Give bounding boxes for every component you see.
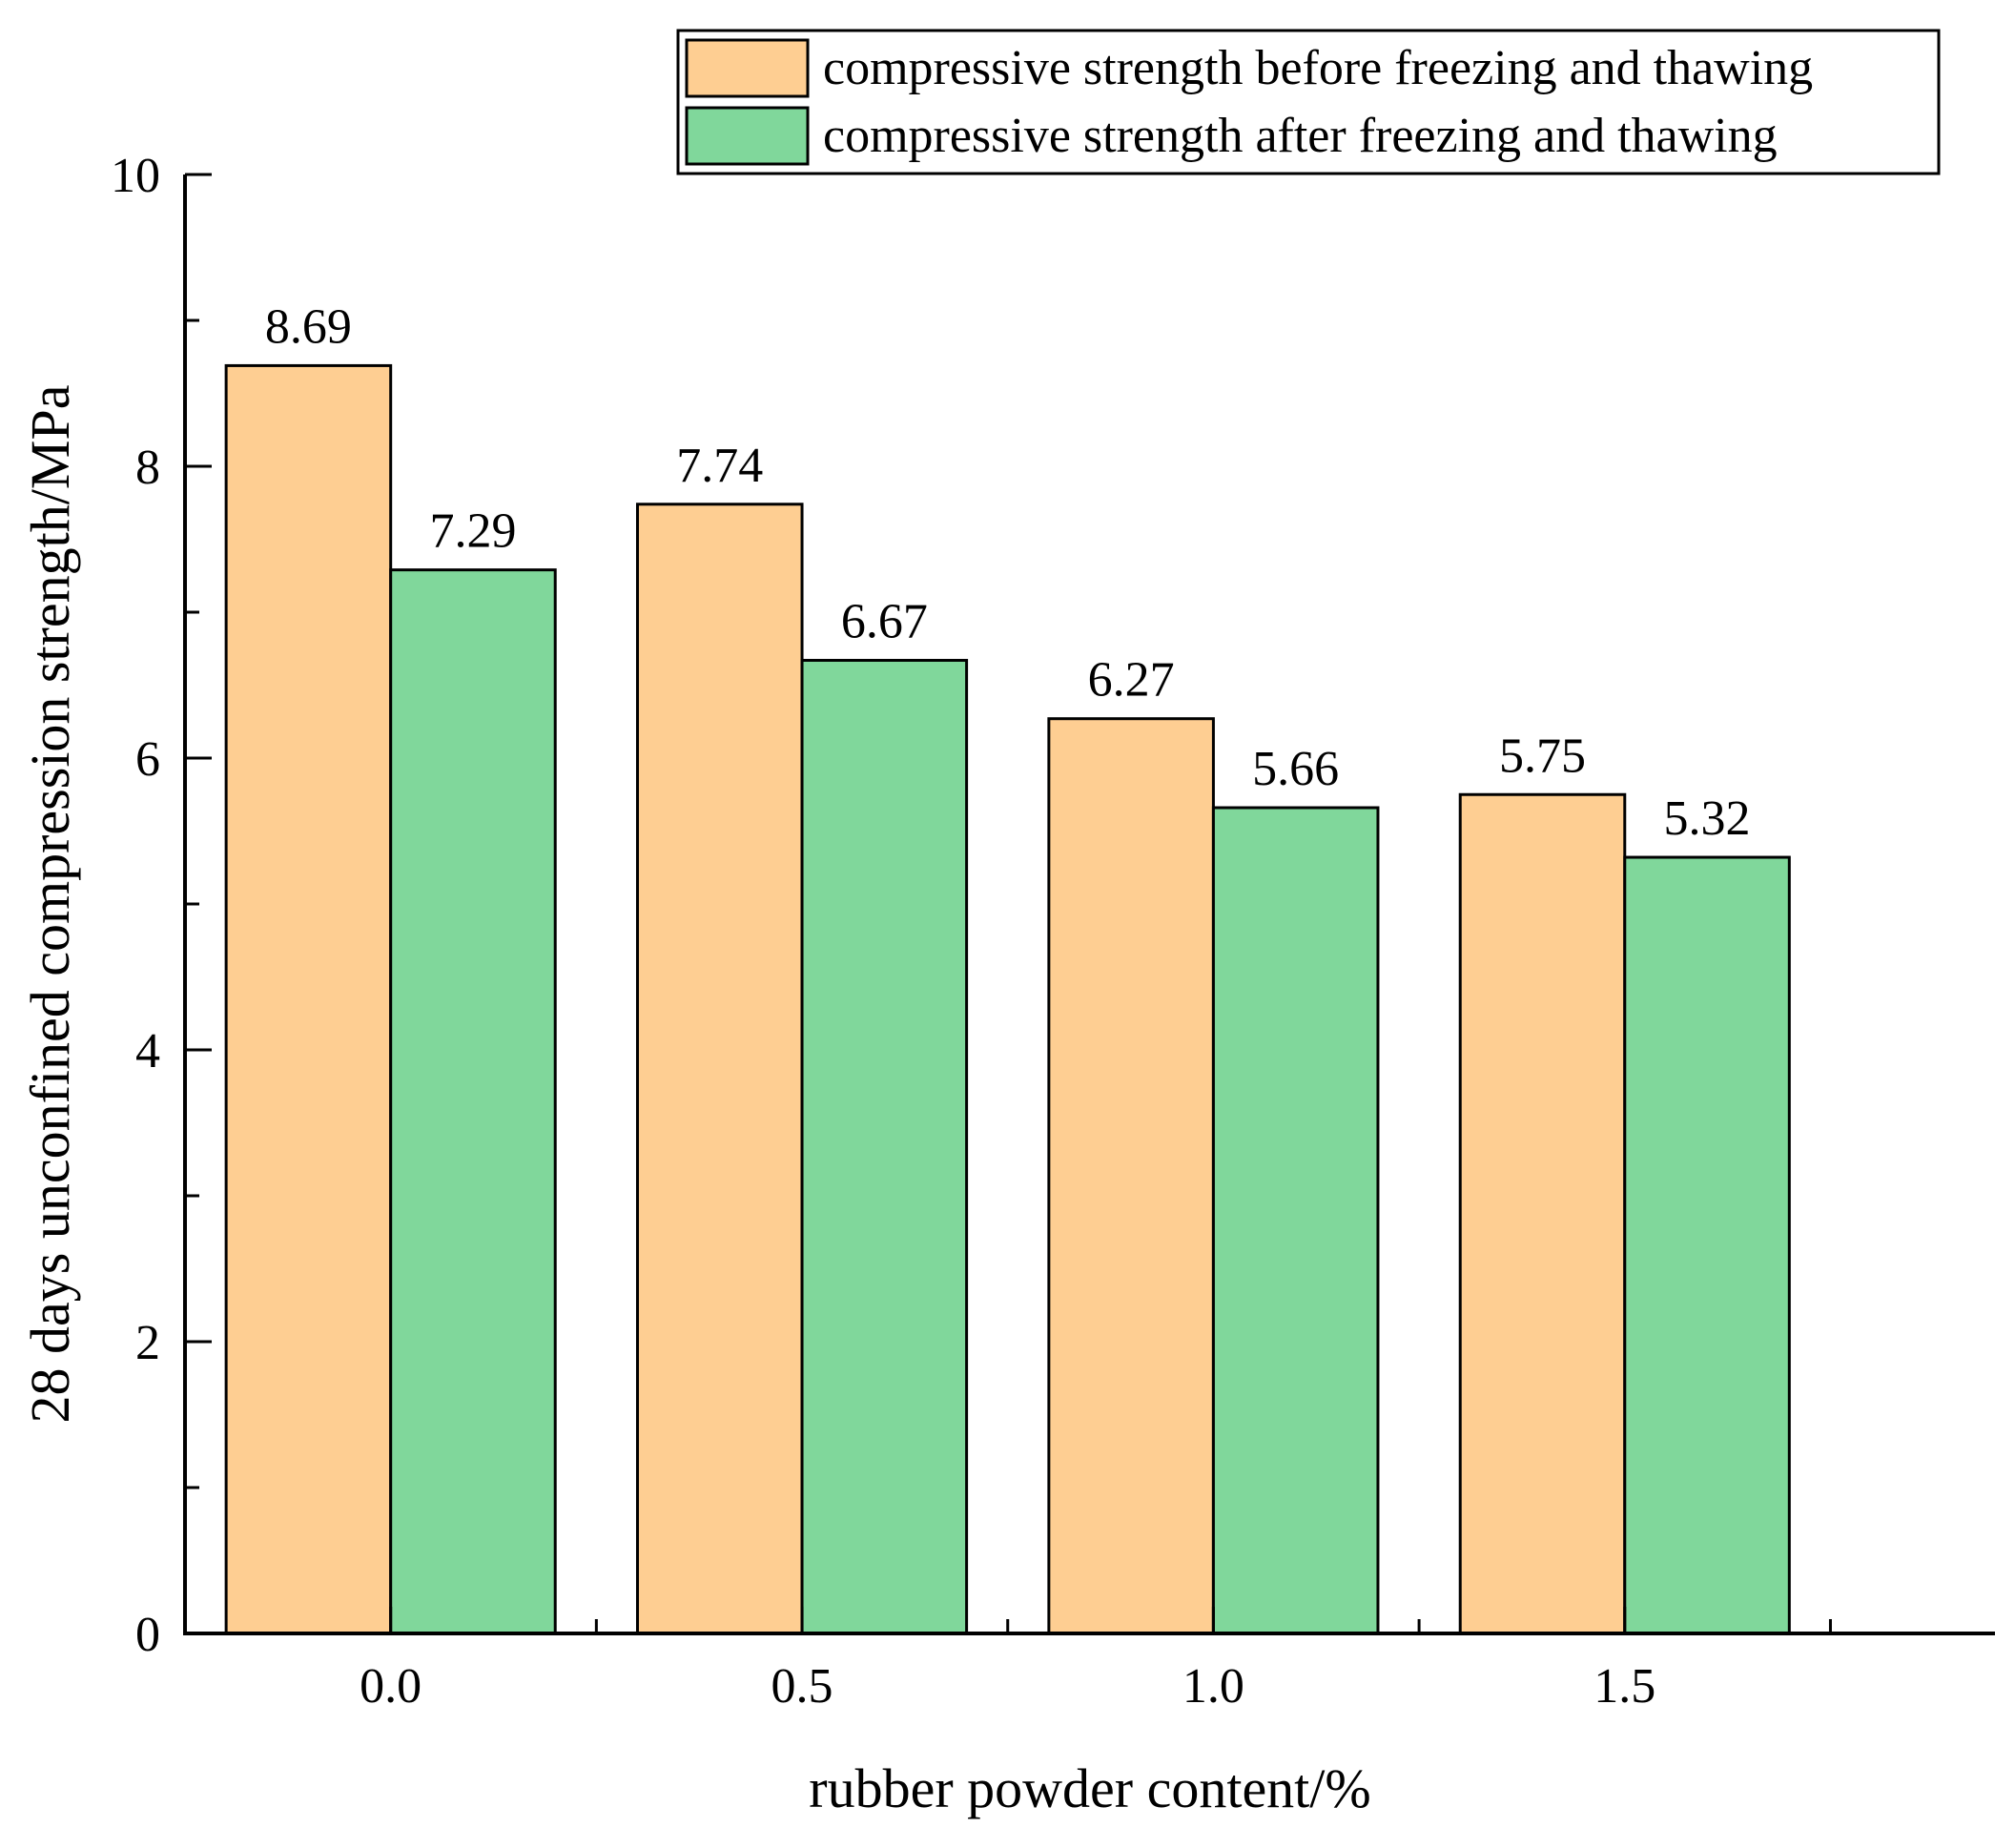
data-label-after-0.5: 6.67 xyxy=(841,594,928,648)
legend-swatch-after xyxy=(685,106,810,166)
x-tick-label-1.5: 1.5 xyxy=(1593,1659,1655,1714)
bar-before-0.5 xyxy=(636,503,804,1635)
y-tick-label-10: 10 xyxy=(111,149,160,203)
bar-after-0.0 xyxy=(389,568,557,1635)
legend-label-before: compressive strength before freezing and… xyxy=(823,41,1813,95)
data-label-before-0.0: 8.69 xyxy=(265,299,352,354)
x-tick-label-0.0: 0.0 xyxy=(360,1659,422,1714)
y-tick-label-0: 0 xyxy=(135,1608,160,1662)
y-tick-label-8: 8 xyxy=(135,441,160,495)
legend-swatch-before xyxy=(685,38,810,98)
bars-group xyxy=(224,363,1791,1635)
legend-label-after: compressive strength after freezing and … xyxy=(823,109,1778,163)
x-ticks-group: 0.0 0.5 1.0 1.5 xyxy=(183,1607,1832,1714)
bar-before-1.5 xyxy=(1458,792,1627,1635)
bar-after-1.5 xyxy=(1623,855,1791,1635)
data-labels-group: 8.69 7.74 6.27 5.75 7.29 6.67 5.66 5.32 xyxy=(265,299,1751,846)
bar-after-0.5 xyxy=(800,658,969,1635)
bar-after-1.0 xyxy=(1211,806,1380,1635)
data-label-before-1.0: 6.27 xyxy=(1088,653,1175,708)
y-axis-label: 28 days unconfined compression strength/… xyxy=(19,385,81,1424)
y-tick-label-2: 2 xyxy=(135,1316,160,1370)
x-tick-label-1.0: 1.0 xyxy=(1182,1659,1244,1714)
data-label-after-1.0: 5.66 xyxy=(1252,742,1339,796)
legend: compressive strength before freezing and… xyxy=(676,29,1941,175)
bar-before-0.0 xyxy=(224,363,393,1635)
data-label-before-0.5: 7.74 xyxy=(676,439,763,493)
data-label-after-0.0: 7.29 xyxy=(429,504,516,559)
y-ticks-group: 0 2 4 6 8 10 xyxy=(111,149,212,1662)
data-label-before-1.5: 5.75 xyxy=(1499,729,1586,783)
legend-box xyxy=(676,29,1941,175)
x-tick-label-0.5: 0.5 xyxy=(771,1659,833,1714)
y-tick-label-4: 4 xyxy=(135,1024,160,1078)
x-axis-label: rubber powder content/% xyxy=(809,1757,1370,1819)
y-tick-label-6: 6 xyxy=(135,732,160,787)
bar-before-1.0 xyxy=(1047,717,1215,1635)
data-label-after-1.5: 5.32 xyxy=(1664,791,1751,846)
